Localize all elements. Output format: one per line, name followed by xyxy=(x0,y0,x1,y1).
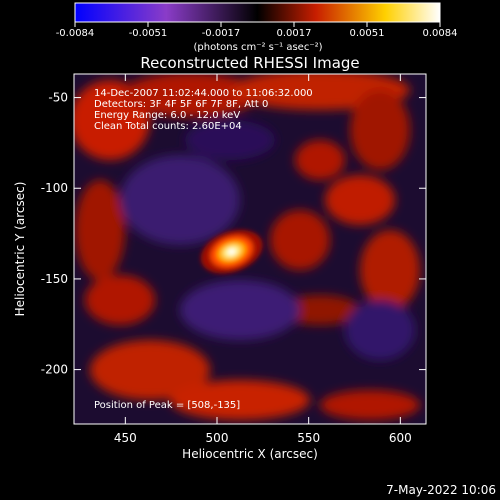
y-axis-ticks: -50 -100 -150 -200 xyxy=(41,91,426,377)
colorbar-tick-label: -0.0084 xyxy=(56,28,95,39)
info-line: Detectors: 3F 4F 5F 6F 7F 8F, Att 0 xyxy=(94,99,268,110)
colorbar-tick-label: -0.0051 xyxy=(129,28,168,39)
info-line: Clean Total counts: 2.60E+04 xyxy=(94,121,242,132)
observation-info: 14-Dec-2007 11:02:44.000 to 11:06:32.000… xyxy=(94,88,313,132)
timestamp: 7-May-2022 10:06 xyxy=(386,483,496,497)
heatmap-image xyxy=(74,74,426,424)
colorbar-tick-label: -0.0017 xyxy=(202,28,241,39)
colorbar-unit-label: (photons cm⁻² s⁻¹ asec⁻²) xyxy=(193,42,322,53)
peak-emission xyxy=(227,248,236,255)
y-tick-label: -50 xyxy=(48,91,68,105)
y-axis-label: Heliocentric Y (arcsec) xyxy=(13,182,27,317)
colorbar-tick-label: 0.0017 xyxy=(277,28,312,39)
colorbar-tick-label: 0.0084 xyxy=(423,28,458,39)
x-tick-label: 450 xyxy=(114,431,137,445)
y-tick-label: -150 xyxy=(41,272,68,286)
y-tick-label: -200 xyxy=(41,363,68,377)
info-line: 14-Dec-2007 11:02:44.000 to 11:06:32.000 xyxy=(94,88,313,99)
x-tick-label: 500 xyxy=(206,431,229,445)
peak-position-label: Position of Peak = [508,-135] xyxy=(94,400,240,411)
x-tick-label: 600 xyxy=(389,431,412,445)
colorbar xyxy=(74,2,441,23)
x-tick-label: 550 xyxy=(297,431,320,445)
y-tick-label: -100 xyxy=(41,181,68,195)
plot-frame xyxy=(73,73,427,425)
colorbar-ticks: -0.0084 -0.0051 -0.0017 0.0017 0.0051 0.0084 xyxy=(56,22,458,39)
info-line: Energy Range: 6.0 - 12.0 keV xyxy=(94,110,240,121)
colorbar-tick-label: 0.0051 xyxy=(350,28,385,39)
x-axis-label: Heliocentric X (arcsec) xyxy=(182,447,318,461)
peak-source xyxy=(200,229,263,274)
x-axis-ticks: 450 500 550 600 xyxy=(114,74,412,445)
chart-title: Reconstructed RHESSI Image xyxy=(140,54,359,72)
